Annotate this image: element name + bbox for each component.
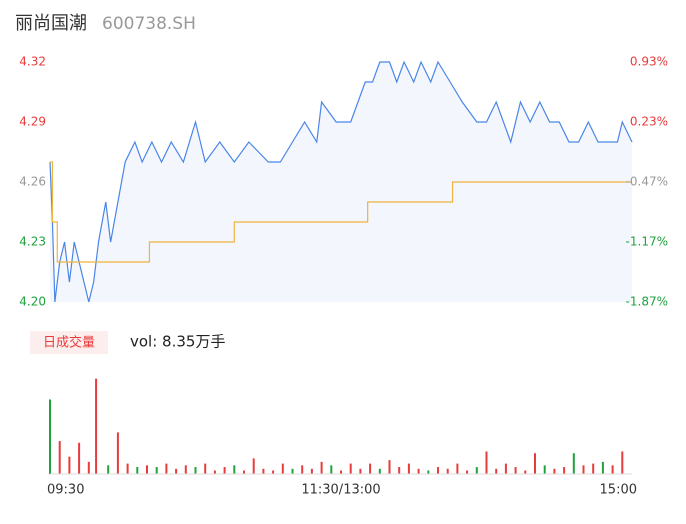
volume-bar — [194, 467, 197, 474]
volume-bar — [49, 399, 51, 474]
volume-title: 日成交量 — [43, 335, 95, 351]
x-tick-label: 11:30/13:00 — [301, 483, 380, 498]
y-tick-label: 4.20 — [19, 295, 46, 309]
volume-bar — [340, 470, 342, 474]
volume-bar — [388, 460, 391, 474]
volume-bar — [514, 467, 517, 474]
volume-bar — [592, 463, 595, 474]
volume-bar — [107, 465, 110, 474]
price-line — [49, 60, 633, 303]
volume-bar — [68, 456, 71, 474]
x-tick-label: 15:00 — [600, 483, 637, 498]
volume-bar — [534, 453, 536, 474]
volume-bar — [427, 470, 430, 474]
volume-bar — [87, 461, 90, 474]
volume-bar — [398, 467, 401, 474]
volume-bar — [223, 467, 226, 474]
volume-bar — [243, 470, 245, 474]
volume-bar — [563, 467, 566, 474]
volume-bar — [126, 463, 129, 474]
volume-bar — [262, 468, 265, 474]
y-tick-label: 4.32 — [19, 55, 46, 69]
volume-bar — [281, 463, 284, 474]
volume-bar — [417, 468, 420, 474]
y2-tick-label: -1.87% — [626, 295, 668, 309]
x-tick-label: 09:30 — [47, 483, 84, 498]
volume-label-bg — [30, 331, 108, 354]
volume-bar — [272, 470, 275, 474]
volume-bar — [291, 468, 294, 474]
stock-code: 600738.SH — [102, 14, 196, 34]
volume-bar — [58, 441, 61, 474]
volume-bar — [146, 465, 148, 474]
volume-bar — [611, 465, 614, 474]
volume-bar — [524, 470, 527, 474]
volume-bar — [155, 467, 158, 474]
y2-tick-label: 0.23% — [630, 115, 668, 129]
volume-bar — [359, 468, 362, 474]
volume-bar — [175, 468, 178, 474]
chart-title: 丽尚国潮 — [15, 13, 87, 34]
y2-tick-label: 0.93% — [630, 55, 668, 69]
y-tick-label: 4.23 — [19, 235, 46, 249]
y-tick-label: 4.26 — [19, 175, 46, 189]
volume-bar — [320, 461, 323, 474]
volume-bar — [582, 465, 585, 474]
volume-bar — [475, 467, 478, 474]
volume-bar — [485, 451, 488, 474]
volume-bar — [78, 442, 81, 474]
volume-bar — [204, 463, 207, 474]
volume-bar — [233, 465, 236, 474]
volume-bar — [504, 463, 507, 474]
volume-bar — [572, 453, 575, 474]
volume-bar — [252, 458, 255, 474]
volume-bar — [301, 465, 304, 474]
volume-bar — [95, 378, 98, 474]
volume-bar — [378, 468, 381, 474]
volume-bar — [466, 470, 469, 474]
average-line — [50, 161, 632, 263]
volume-bar — [116, 432, 119, 474]
y2-tick-label: -0.47% — [626, 175, 668, 189]
volume-bar — [621, 451, 624, 474]
volume-bar — [136, 467, 139, 474]
volume-bar — [330, 465, 333, 474]
volume-bar — [543, 465, 546, 474]
volume-bar — [165, 463, 168, 474]
volume-bar — [437, 467, 439, 474]
volume-bar — [369, 463, 372, 474]
volume-bar — [407, 463, 410, 474]
volume-bar — [213, 470, 216, 474]
volume-bar — [446, 468, 449, 474]
y2-tick-label: -1.17% — [626, 235, 668, 249]
volume-bar — [310, 468, 313, 474]
volume-bar — [495, 468, 498, 474]
volume-bar — [553, 468, 556, 474]
y-tick-label: 4.29 — [19, 115, 46, 129]
volume-bar — [601, 461, 604, 474]
volume-bar — [349, 463, 352, 474]
volume-bar — [184, 465, 187, 474]
volume-bar — [456, 463, 459, 474]
volume-annotation: vol: 8.35万手 — [130, 333, 225, 351]
